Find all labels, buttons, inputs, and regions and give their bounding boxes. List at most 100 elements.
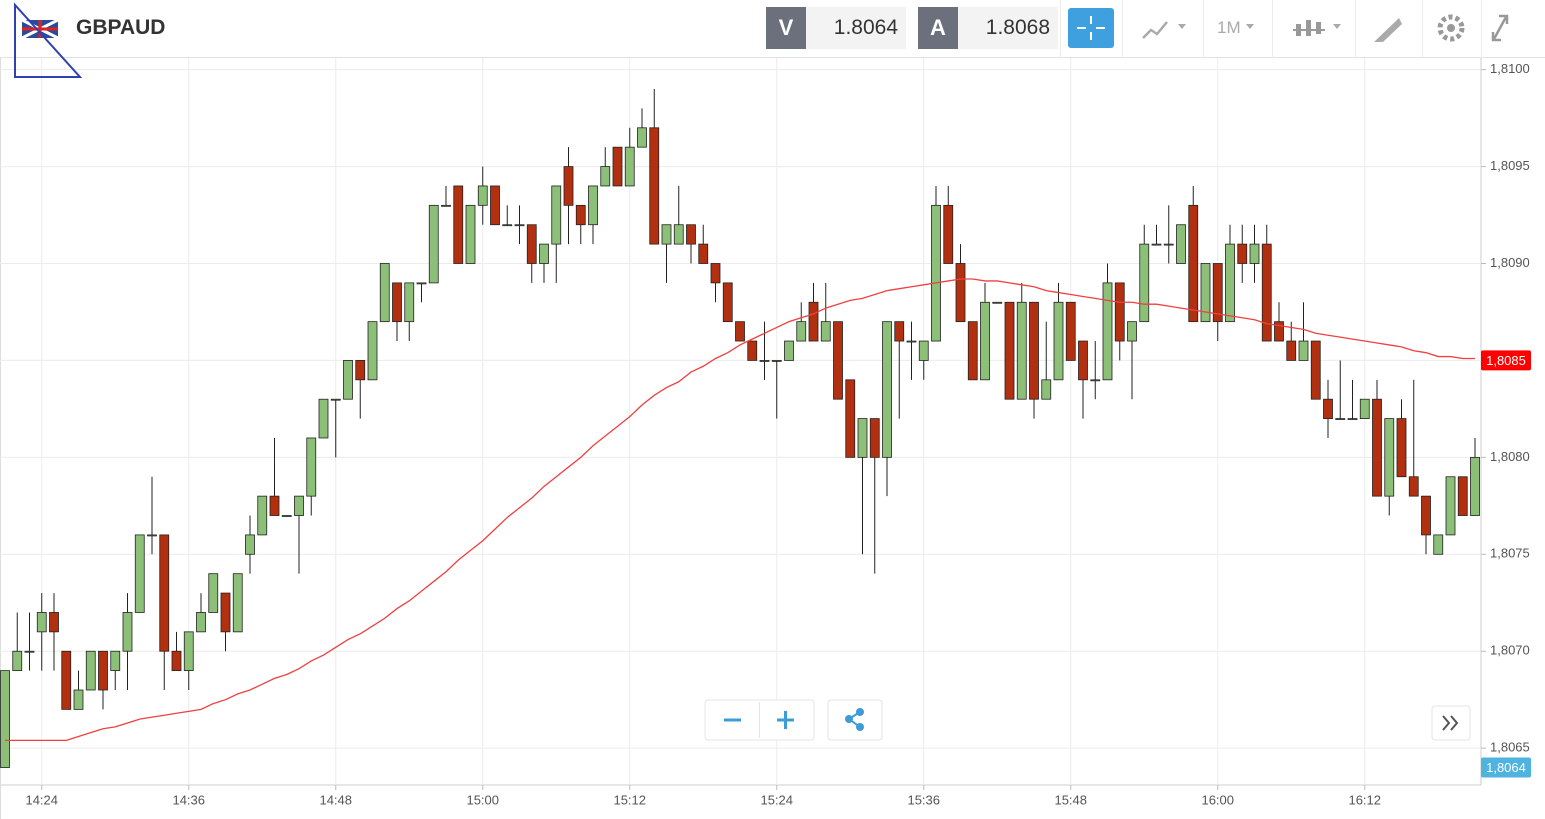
candle-body — [1433, 534, 1444, 555]
fullscreen-button[interactable] — [1491, 32, 1501, 42]
share-icon — [856, 708, 864, 716]
candle-body — [183, 631, 194, 672]
candle-body — [330, 398, 341, 401]
candle-body — [722, 282, 733, 323]
candle-body — [232, 573, 243, 633]
separator — [1272, 0, 1273, 58]
settings-button[interactable] — [1447, 24, 1455, 32]
candle-body — [833, 321, 843, 400]
chart-type-button[interactable] — [1142, 21, 1168, 39]
candle-body — [673, 224, 684, 245]
candle-body — [1470, 456, 1480, 516]
scroll-box[interactable] — [1431, 705, 1471, 741]
candle-body — [551, 185, 562, 245]
candle-body — [122, 612, 133, 652]
candle-body — [196, 612, 206, 633]
candle-body — [526, 224, 537, 264]
y-tick-label: 1,8095 — [1490, 158, 1530, 173]
candle-body — [1237, 243, 1248, 264]
y-tick-label: 1,8065 — [1490, 740, 1530, 755]
separator — [1355, 0, 1356, 58]
candle-body — [1286, 340, 1297, 361]
price-label: 1,8064 — [1486, 760, 1526, 775]
candle-body — [661, 224, 672, 245]
candles-button[interactable] — [1306, 20, 1311, 36]
candle-body — [637, 127, 647, 148]
ask-price[interactable]: 1.8068 — [958, 7, 1058, 49]
ask-label[interactable]: A — [918, 7, 958, 49]
candle-body — [453, 185, 464, 264]
scroll-icon — [1442, 715, 1451, 731]
candle-body — [1163, 243, 1174, 246]
candle-body — [1249, 243, 1260, 264]
candle-body — [367, 321, 378, 381]
candle-body — [159, 534, 170, 652]
candle-body — [477, 185, 488, 206]
candle-body — [379, 263, 390, 323]
candle-body — [992, 301, 1003, 304]
candle-body — [1225, 243, 1235, 323]
fullscreen-button[interactable] — [1499, 14, 1509, 24]
dropdown-caret — [1246, 24, 1254, 29]
candle-body — [1396, 418, 1407, 478]
bid-label[interactable]: V — [766, 7, 806, 49]
candle-body — [1347, 418, 1358, 420]
candles-button[interactable] — [1316, 22, 1321, 34]
candle-body — [1200, 263, 1211, 323]
settings-button[interactable] — [1437, 14, 1465, 42]
candle-body — [318, 398, 329, 439]
x-tick-label: 15:36 — [907, 792, 940, 807]
candle-body — [1053, 301, 1064, 381]
candle-body — [1188, 204, 1199, 323]
candle-body — [1016, 301, 1027, 400]
corner-annotation — [14, 2, 83, 78]
candle-body — [759, 360, 770, 362]
candle-body — [208, 573, 219, 613]
fullscreen-button[interactable] — [1492, 16, 1508, 40]
candle-body — [1310, 340, 1321, 400]
candle-body — [306, 437, 317, 497]
candle-body — [1102, 282, 1113, 381]
candle-body — [1139, 243, 1150, 323]
candle-body — [612, 146, 623, 187]
separator — [1060, 0, 1061, 58]
candle-body — [600, 166, 611, 187]
candle-body — [281, 515, 292, 517]
candle-body — [441, 204, 451, 207]
price-label-box — [1481, 757, 1531, 778]
labels: 1,8065 1,8070 1,8075 1,8080 1,8085 1,8090 1,80… — [25, 61, 1531, 807]
tool-icons — [1068, 8, 1509, 48]
candle-body — [1004, 301, 1015, 400]
candle-body — [1372, 398, 1382, 497]
candle-body — [514, 224, 525, 227]
y-tick-label: 1,8080 — [1490, 449, 1530, 464]
dropdown-caret — [1333, 24, 1341, 29]
candle-body — [967, 321, 978, 381]
candle-body — [355, 360, 366, 381]
candle-body — [1274, 321, 1284, 342]
toolbar: GBPAUD V 1.8064 A 1.8068 1M — [0, 0, 1545, 78]
x-tick-label: 16:12 — [1348, 792, 1381, 807]
bid-price[interactable]: 1.8064 — [806, 7, 906, 49]
candle-body — [624, 146, 635, 187]
timeframe[interactable]: 1M — [1217, 18, 1241, 37]
zoom-controls[interactable] — [704, 699, 815, 741]
crosshair-button[interactable] — [1068, 8, 1114, 48]
x-tick-label: 15:48 — [1054, 792, 1087, 807]
candle-body — [575, 204, 586, 226]
share-icon — [856, 723, 864, 731]
share-button[interactable] — [827, 699, 883, 741]
candle-body — [1212, 263, 1223, 323]
candle-body — [134, 534, 145, 613]
draw-button[interactable] — [1374, 18, 1402, 42]
share-box[interactable] — [827, 699, 883, 741]
candle-body — [220, 592, 231, 633]
candle-body — [392, 282, 402, 323]
candle-body — [12, 650, 23, 672]
price-label-box — [1481, 350, 1531, 371]
scroll-icon — [1450, 715, 1459, 731]
scroll-end-button[interactable] — [1431, 705, 1471, 741]
candle-body — [1078, 340, 1088, 381]
separator — [1203, 0, 1204, 58]
